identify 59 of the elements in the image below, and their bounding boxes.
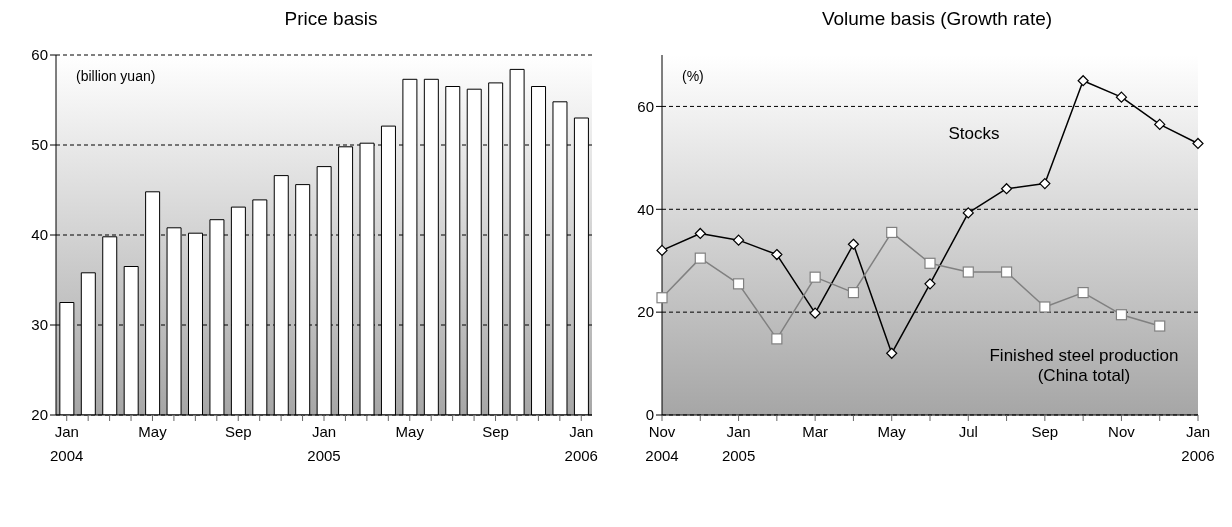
point [1192,137,1204,150]
x-tick-label: Mar [802,423,829,440]
point [1115,309,1128,321]
point [847,238,860,250]
point [732,278,745,290]
point [886,226,898,239]
text: Stocks [947,124,1001,144]
point [962,207,974,219]
x-tick-label: Sep [224,423,252,440]
point [924,278,936,290]
point [809,307,821,319]
point [1154,320,1166,332]
point [694,227,706,240]
series-label: Finished steel production (China total) [988,346,1180,386]
y-tick-label: 50 [31,136,48,154]
y-tick-label: 20 [637,303,654,321]
point [1154,118,1166,131]
point [771,248,783,261]
y-tick-label: 60 [31,46,48,64]
y-tick-label: 30 [31,316,48,334]
point [847,287,860,299]
x-tick-label: Jan 2006 [1181,423,1215,464]
x-tick-label: Jan 2005 [307,423,341,464]
x-tick-label: Sep [482,423,509,440]
point [1077,75,1089,87]
y-tick-label: 40 [31,226,48,244]
y-axis-title: (billion yuan) [76,68,156,84]
y-axis-title: (%) [682,68,704,84]
point [962,266,974,278]
y-tick-label: 60 [637,97,654,115]
point [1039,301,1051,313]
x-tick-label: Jul [958,423,978,440]
point [732,234,745,246]
x-tick-label: Sep [1031,423,1059,440]
x-tick-label: May [138,423,168,440]
y-tick-label: 0 [645,406,654,424]
y-tick-label: 40 [637,200,654,218]
point [809,271,821,283]
point [1077,287,1089,299]
point [924,257,936,269]
x-tick-label: Jan 2006 [564,423,598,464]
x-tick-label: Jan 2005 [721,423,756,464]
chart-title: Price basis [283,8,379,30]
point [886,347,898,359]
point [1000,266,1013,278]
point [1000,183,1013,195]
point [771,333,783,345]
x-tick-label: May [877,423,907,440]
chart-title: Volume basis (Growth rate) [820,8,1054,30]
point [656,292,668,304]
x-tick-label: Nov 2004 [645,423,679,464]
y-tick-label: 20 [31,406,48,424]
point [656,244,668,257]
point [694,252,706,264]
point [1039,177,1051,190]
x-tick-label: Nov [1108,423,1136,440]
x-tick-label: May [395,423,425,440]
x-tick-label: Jan 2004 [50,423,84,464]
point [1115,91,1128,103]
